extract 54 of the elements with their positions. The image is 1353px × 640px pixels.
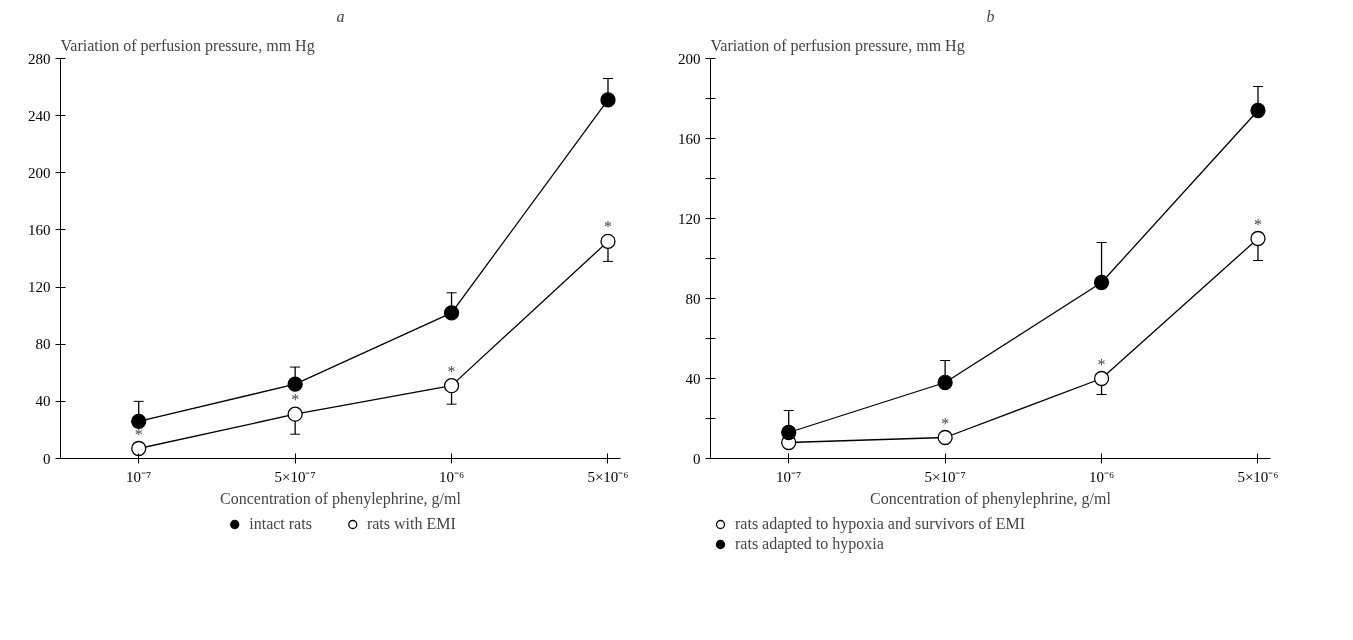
point [1093, 370, 1110, 387]
x-tick-label: 10⁻⁷ [776, 468, 802, 485]
y-axis-title: Variation of perfusion pressure, mm Hg [60, 36, 315, 55]
point [131, 440, 147, 457]
y-tick-label: 120 [678, 210, 701, 227]
y-tick-label: 40 [685, 370, 701, 387]
annotation: * [603, 218, 612, 236]
point [600, 233, 616, 249]
point [443, 378, 460, 394]
x-axis-title: Concentration of phenylephrine, g/ml [870, 489, 1112, 508]
legend-label: rats adapted to hypoxia and survivors of EMI [735, 515, 1026, 533]
legend-label: rats with EMI [366, 515, 456, 533]
y-tick-label: 40 [35, 393, 51, 410]
y-tick-label: 0 [43, 450, 51, 467]
y-tick-label: 160 [28, 221, 51, 238]
point [1093, 274, 1110, 291]
x-tick-label: 5×10⁻⁶ [1237, 468, 1279, 485]
x-tick-label: 10⁻⁶ [438, 468, 465, 485]
x-tick-label: 5×10⁻⁷ [924, 468, 966, 485]
y-axis-title: Variation of perfusion pressure, mm Hg [710, 36, 965, 55]
point [287, 376, 303, 392]
legend-label: rats adapted to hypoxia [735, 535, 884, 553]
point [443, 305, 460, 321]
y-tick-label: 200 [28, 164, 51, 181]
y-tick-label: 200 [678, 50, 701, 67]
annotation: * [1097, 355, 1106, 373]
point [937, 374, 953, 391]
x-axis-title: Concentration of phenylephrine, g/ml [220, 489, 462, 508]
point [131, 413, 147, 429]
y-tick-label: 80 [685, 290, 701, 307]
point [1250, 102, 1266, 119]
x-tick-label: 10⁻⁷ [126, 468, 152, 485]
point [600, 92, 616, 108]
point [1250, 230, 1266, 247]
y-tick-label: 280 [28, 50, 51, 67]
point [937, 429, 953, 446]
y-tick-label: 80 [35, 336, 51, 353]
chart-title: a [336, 7, 345, 25]
x-tick-label: 10⁻⁶ [1088, 468, 1115, 485]
legend-label: intact rats [249, 515, 312, 533]
y-tick-label: 0 [693, 450, 701, 467]
point [781, 424, 797, 441]
annotation: * [941, 414, 950, 432]
x-tick-label: 5×10⁻⁷ [274, 468, 316, 485]
chart-title: b [986, 7, 995, 25]
y-tick-label: 120 [28, 279, 51, 296]
x-tick-label: 5×10⁻⁶ [587, 468, 629, 485]
y-tick-label: 160 [678, 130, 701, 147]
annotation: * [1253, 215, 1262, 233]
annotation: * [447, 362, 456, 380]
point [287, 406, 303, 422]
annotation: * [134, 425, 143, 443]
annotation: * [291, 391, 300, 409]
y-tick-label: 240 [28, 107, 51, 124]
